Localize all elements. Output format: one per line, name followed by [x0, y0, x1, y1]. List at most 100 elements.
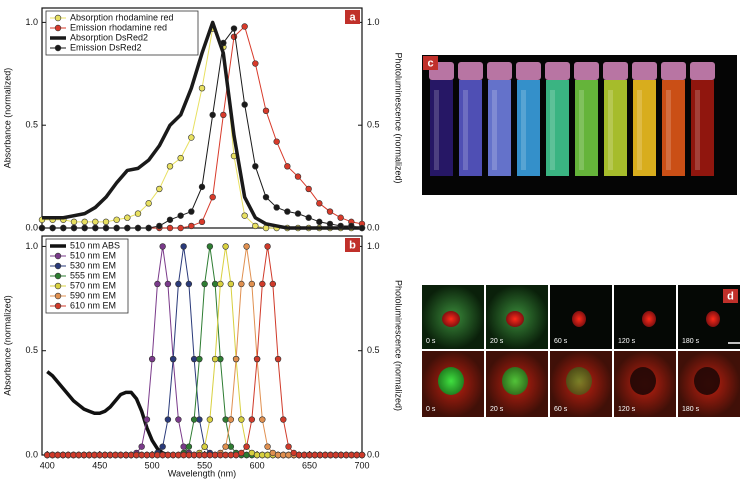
data-point — [230, 25, 238, 32]
data-point — [106, 451, 114, 459]
red-cell — [572, 311, 586, 327]
vials-photo: c — [422, 55, 737, 195]
data-point — [196, 355, 203, 363]
data-point — [143, 451, 151, 459]
vial — [662, 80, 685, 176]
vial-glow — [637, 90, 642, 170]
data-point — [196, 451, 203, 459]
data-point — [180, 243, 187, 250]
data-point — [243, 451, 250, 459]
data-point — [91, 451, 98, 459]
data-point — [190, 355, 198, 363]
legend-label: Emission rhodamine red — [70, 22, 167, 32]
data-point — [188, 134, 195, 141]
y-tick-label: 1.0 — [25, 241, 38, 251]
data-point — [285, 443, 292, 450]
series-line — [42, 20, 362, 230]
data-point — [49, 224, 56, 232]
vial-glow — [434, 90, 439, 170]
data-point — [188, 222, 195, 230]
vial-glow — [579, 90, 584, 170]
legend-marker — [54, 44, 62, 52]
vial-glow — [521, 90, 526, 170]
x-axis-label: Wavelength (nm) — [168, 468, 236, 478]
panel-label-box — [345, 238, 360, 252]
x-tick-label: 500 — [145, 460, 160, 470]
cell-hole — [438, 367, 464, 395]
vial — [575, 80, 598, 176]
legend-box — [45, 10, 199, 56]
data-point — [198, 183, 206, 191]
microscopy-grid: 0 s 20 s 60 s 120 s 180 s 0 s 20 s 60 s 120 s 180… — [422, 285, 740, 417]
data-point — [358, 224, 366, 232]
series-line — [46, 370, 362, 457]
x-tick-label: 600 — [250, 460, 265, 470]
y-tick-label: 1.0 — [25, 17, 38, 27]
data-point — [112, 451, 119, 459]
vial — [488, 80, 511, 176]
y-tick-label: 0.0 — [25, 449, 38, 459]
data-point — [358, 451, 366, 459]
data-point — [196, 416, 203, 423]
y2-tick-label: 0.5 — [367, 345, 380, 355]
data-point — [169, 451, 177, 459]
legend-label: 610 nm EM — [70, 300, 116, 310]
data-point — [241, 23, 248, 30]
legend-box — [45, 238, 129, 314]
data-point — [259, 280, 266, 288]
time-label: 60 s — [554, 338, 568, 345]
data-point — [211, 451, 219, 459]
data-point — [70, 224, 78, 232]
data-point — [284, 208, 291, 215]
data-point — [177, 154, 184, 162]
legend-marker — [54, 292, 62, 300]
time-label: 0 s — [426, 406, 436, 413]
data-point — [262, 193, 270, 201]
data-point — [306, 451, 313, 459]
data-point — [81, 218, 88, 226]
legend-marker — [54, 252, 62, 260]
data-point — [164, 280, 172, 288]
time-label: 120 s — [618, 338, 636, 345]
data-point — [253, 451, 261, 459]
data-point — [190, 451, 198, 459]
data-point — [322, 451, 329, 459]
data-point — [164, 451, 172, 459]
legend-label: 555 nm EM — [70, 270, 116, 280]
red-cell — [442, 311, 460, 327]
data-point — [206, 451, 214, 459]
cell-hole — [566, 367, 592, 395]
plot-chart_data-1: 0.0 0.5 1.0 0.0 0.5 1.0 400 450 500 550 600 650 700 A… — [2, 235, 404, 478]
data-point — [326, 220, 334, 228]
data-point — [305, 214, 312, 221]
data-point — [148, 451, 156, 459]
data-point — [252, 222, 259, 230]
y-tick-label: 0.5 — [25, 345, 38, 355]
vial-cap — [632, 62, 657, 80]
y-tick-label: 0.5 — [25, 120, 38, 130]
data-point — [154, 451, 161, 459]
vial-glow — [666, 90, 671, 170]
y-axis-label: Absorbance (normalized) — [2, 68, 12, 169]
data-point — [353, 451, 360, 459]
data-point — [54, 451, 61, 459]
data-point — [252, 60, 259, 67]
data-point — [190, 416, 198, 423]
data-point — [124, 214, 131, 221]
data-point — [230, 33, 238, 40]
data-point — [232, 355, 240, 363]
data-point — [134, 224, 142, 232]
data-point — [326, 208, 334, 215]
data-point — [273, 204, 280, 211]
data-point — [60, 224, 67, 232]
panel-label: d — [727, 290, 734, 302]
data-point — [243, 243, 250, 250]
data-point — [185, 451, 193, 459]
data-point — [166, 216, 174, 223]
data-point — [154, 280, 161, 288]
plot-frame — [41, 7, 363, 229]
y2-tick-label: 1.0 — [367, 241, 380, 251]
data-point — [269, 449, 277, 457]
time-label: 180 s — [682, 338, 700, 345]
